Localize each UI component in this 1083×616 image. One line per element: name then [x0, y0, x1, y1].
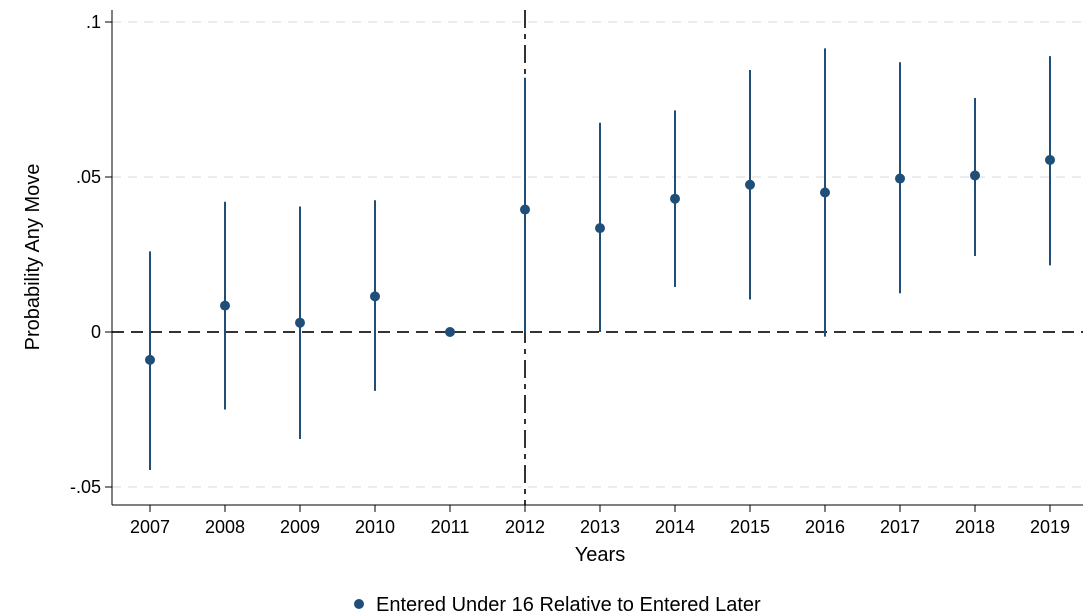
y-tick-label: .1: [86, 12, 101, 32]
tick-labels: -.05 0 .05 .1 2007 2008 2009 2010 2011 2012 2013 20…: [70, 12, 1070, 537]
point-estimate-marker: [295, 317, 305, 328]
point-estimates: [145, 154, 1055, 365]
legend: Entered Under 16 Relative to Entered Lat…: [354, 594, 761, 616]
point-estimate-marker: [220, 300, 230, 311]
y-tick-label: -.05: [70, 477, 101, 497]
x-tick-label: 2010: [355, 517, 395, 537]
y-axis-title: Probability Any Move: [22, 164, 44, 351]
x-tick-label: 2018: [955, 517, 995, 537]
point-estimate-marker: [370, 291, 380, 302]
point-estimate-marker: [745, 179, 755, 190]
x-tick-label: 2019: [1030, 517, 1070, 537]
x-tick-label: 2012: [505, 517, 545, 537]
point-estimate-marker: [1045, 154, 1055, 165]
legend-label: Entered Under 16 Relative to Entered Lat…: [376, 594, 761, 616]
point-estimate-marker: [970, 170, 980, 181]
point-estimate-marker: [595, 223, 605, 234]
x-tick-label: 2014: [655, 517, 695, 537]
point-estimate-marker: [670, 193, 680, 204]
reference-lines: [112, 10, 1083, 505]
y-tick-label: 0: [91, 322, 101, 342]
confidence-intervals: [149, 48, 1051, 470]
y-tick-label: .05: [76, 167, 101, 187]
x-tick-label: 2007: [130, 517, 170, 537]
point-estimate-marker: [820, 187, 830, 198]
x-tick-label: 2009: [280, 517, 320, 537]
x-axis-title: Years: [575, 544, 625, 566]
axes: [105, 10, 1083, 512]
point-estimate-marker: [445, 327, 455, 337]
x-tick-label: 2017: [880, 517, 920, 537]
point-estimate-marker: [520, 204, 530, 215]
x-tick-label: 2016: [805, 517, 845, 537]
point-estimate-marker: [895, 173, 905, 184]
x-tick-label: 2008: [205, 517, 245, 537]
point-estimate-marker: [145, 354, 155, 365]
x-tick-label: 2015: [730, 517, 770, 537]
legend-marker: [354, 599, 364, 609]
x-tick-label: 2011: [431, 517, 470, 537]
x-tick-label: 2013: [580, 517, 620, 537]
grid-layer: [112, 21, 1083, 488]
